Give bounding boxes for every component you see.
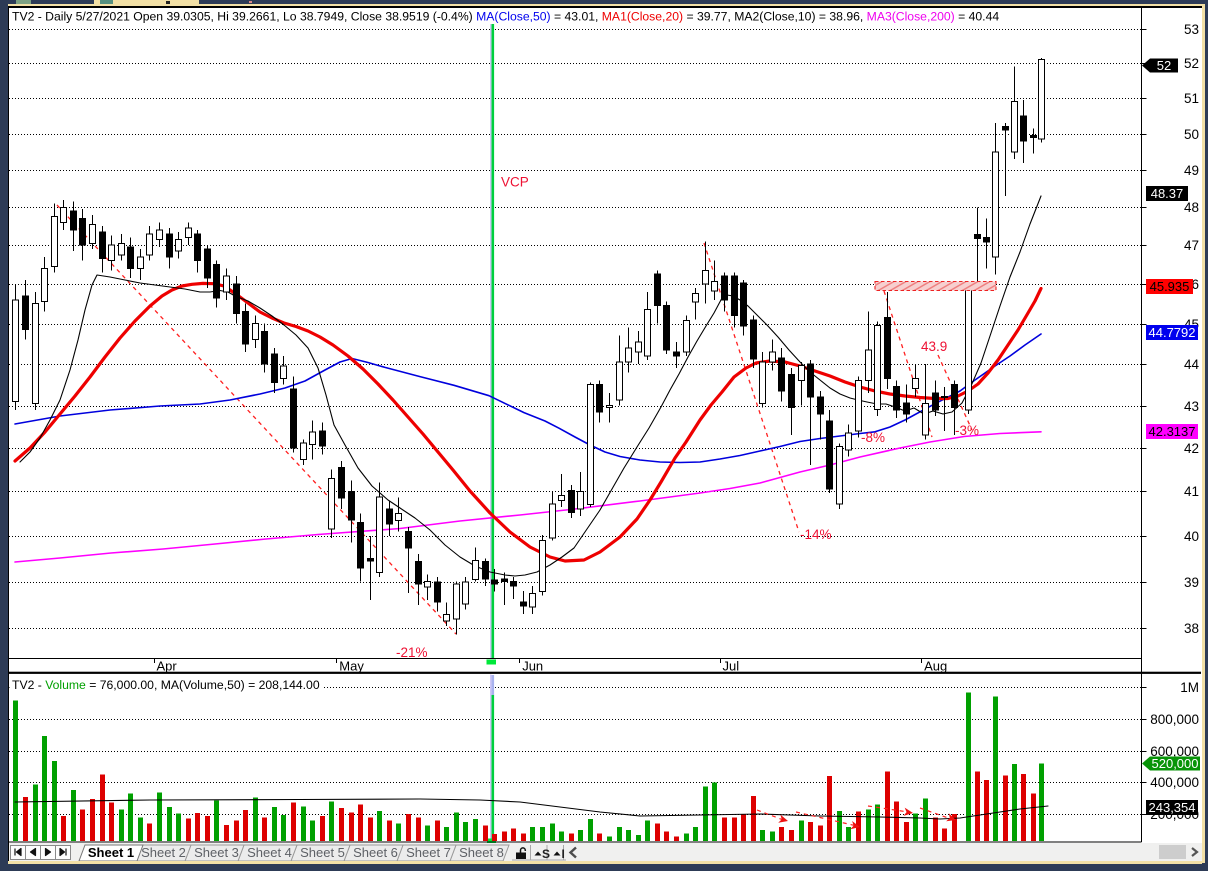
svg-text:S: S [542, 847, 550, 861]
svg-text:-3%: -3% [955, 423, 979, 438]
svg-text:40: 40 [1184, 529, 1199, 544]
svg-text:600,000: 600,000 [1150, 744, 1199, 759]
svg-text:52: 52 [1157, 58, 1171, 73]
svg-text:41: 41 [1184, 484, 1199, 499]
svg-text:-21%: -21% [396, 645, 428, 660]
svg-text:48: 48 [1184, 200, 1199, 215]
svg-text:Sheet 5: Sheet 5 [300, 845, 345, 860]
svg-text:Sheet 3: Sheet 3 [194, 845, 239, 860]
svg-text:520,000: 520,000 [1152, 756, 1199, 771]
svg-text:800,000: 800,000 [1150, 712, 1199, 727]
svg-text:Apr: Apr [157, 659, 178, 674]
svg-text:Sheet 8: Sheet 8 [459, 845, 504, 860]
svg-text:TV2 - Volume = 76,000.00, MA(V: TV2 - Volume = 76,000.00, MA(Volume,50) … [12, 678, 320, 692]
svg-text:Sheet 7: Sheet 7 [406, 845, 451, 860]
svg-text:51: 51 [1184, 91, 1199, 106]
svg-text:Jun: Jun [522, 659, 543, 674]
svg-text:400,000: 400,000 [1150, 775, 1199, 790]
svg-text:52: 52 [1184, 56, 1199, 71]
svg-text:Sheet 4: Sheet 4 [247, 845, 292, 860]
svg-text:43: 43 [1184, 399, 1199, 414]
svg-text:50: 50 [1184, 127, 1199, 142]
svg-text:42: 42 [1184, 441, 1199, 456]
svg-text:Sheet 6: Sheet 6 [353, 845, 398, 860]
svg-text:47: 47 [1184, 238, 1199, 253]
svg-text:TV2 - Daily 5/27/2021 Open 39.: TV2 - Daily 5/27/2021 Open 39.0305, Hi 3… [12, 10, 999, 24]
svg-text:49: 49 [1184, 163, 1199, 178]
svg-text:Aug: Aug [924, 659, 947, 674]
svg-text:-14%: -14% [800, 527, 832, 542]
svg-text:Jul: Jul [723, 659, 740, 674]
svg-text:May: May [339, 659, 364, 674]
svg-text:-8%: -8% [861, 430, 885, 445]
svg-text:43.9: 43.9 [921, 339, 947, 354]
svg-text:Sheet 1: Sheet 1 [88, 845, 134, 860]
svg-text:44: 44 [1184, 357, 1200, 372]
svg-text:1M: 1M [1180, 680, 1199, 695]
svg-text:Sheet 2: Sheet 2 [141, 845, 186, 860]
svg-text:53: 53 [1184, 22, 1199, 37]
svg-text:VCP: VCP [501, 175, 529, 190]
svg-text:I: I [562, 847, 565, 861]
svg-text:39: 39 [1184, 575, 1199, 590]
svg-text:38: 38 [1184, 621, 1199, 636]
